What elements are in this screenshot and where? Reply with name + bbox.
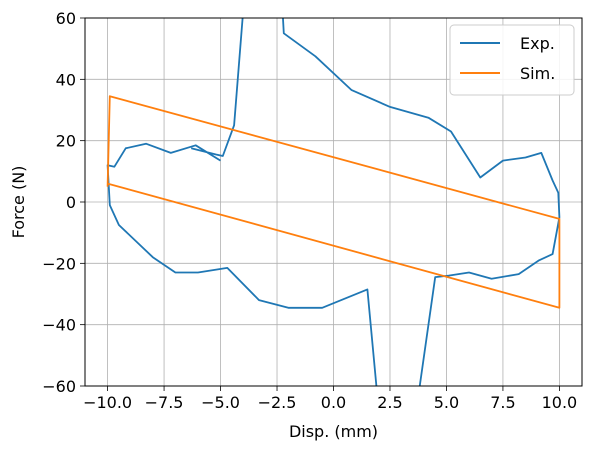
y-tick-label: −40: [42, 316, 76, 335]
legend-box: [449, 24, 575, 96]
x-tick-label: −7.5: [145, 393, 184, 412]
y-tick-label: 40: [56, 70, 76, 89]
x-tick-label: −2.5: [258, 393, 297, 412]
x-tick-label: 0.0: [321, 393, 346, 412]
x-axis-label: Disp. (mm): [289, 422, 378, 441]
x-tick-label: −10.0: [83, 393, 132, 412]
x-tick-label: 5.0: [434, 393, 459, 412]
legend: Exp. Sim.: [449, 24, 575, 96]
x-tick-label: −5.0: [201, 393, 240, 412]
y-tick-label: 60: [56, 9, 76, 28]
x-tick-label: 2.5: [377, 393, 402, 412]
y-tick-label: 20: [56, 132, 76, 151]
series-line-exp: [106, 18, 561, 386]
y-axis-label: Force (N): [9, 166, 28, 239]
y-tick-label: −20: [42, 254, 76, 273]
ticks: −10.0 −7.5 −5.0 −2.5 0.0 2.5 5.0 7.5 10.0 −60 −40 −…: [42, 9, 577, 412]
y-tick-label: −60: [42, 377, 76, 396]
legend-label-sim: Sim.: [520, 64, 555, 83]
x-tick-label: 7.5: [490, 393, 515, 412]
plot-area: [106, 18, 561, 386]
legend-label-exp: Exp.: [520, 34, 555, 53]
y-tick-label: 0: [66, 193, 76, 212]
x-tick-label: 10.0: [542, 393, 578, 412]
series-line-sim: [106, 95, 561, 309]
